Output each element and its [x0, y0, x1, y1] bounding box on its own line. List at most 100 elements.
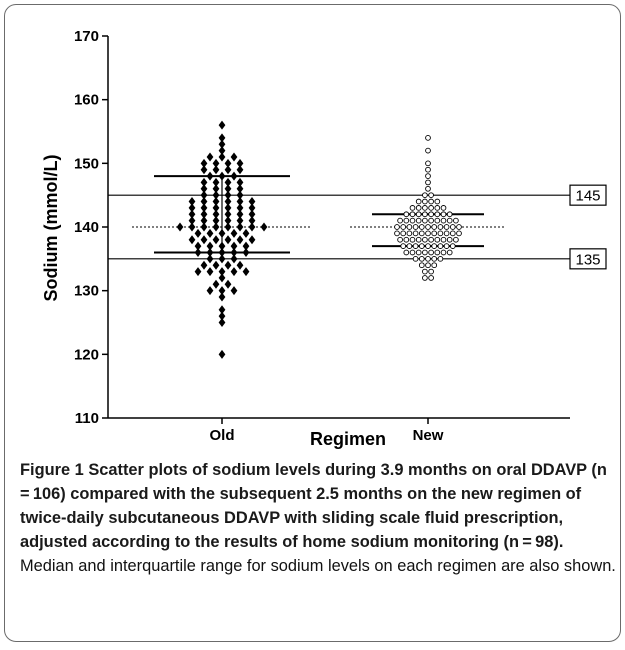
data-point-new: [437, 230, 444, 237]
data-point-old: [224, 203, 232, 213]
data-point-new: [449, 230, 456, 237]
data-point-old: [212, 177, 220, 187]
data-point-new: [394, 224, 400, 230]
data-point-new: [412, 230, 419, 237]
data-point-new: [437, 255, 444, 262]
data-point-new: [446, 236, 453, 243]
data-point-old: [194, 267, 202, 277]
data-point-old: [212, 203, 220, 213]
data-point-new: [409, 249, 416, 256]
data-point-old: [218, 139, 226, 149]
data-point-old: [218, 254, 226, 264]
data-point-old: [236, 209, 244, 219]
data-point-old: [212, 260, 220, 270]
data-point-old: [200, 158, 208, 168]
data-point-old: [218, 305, 226, 315]
data-point-new: [428, 236, 434, 243]
reference-label-box: [569, 248, 607, 270]
data-point-old: [176, 222, 184, 232]
data-point-old: [236, 235, 244, 245]
data-point-new: [449, 224, 456, 230]
data-point-old: [230, 267, 238, 277]
data-point-new: [415, 205, 422, 211]
data-point-old: [248, 197, 256, 207]
data-point-old: [230, 286, 238, 296]
y-tick-label: 130: [74, 283, 99, 300]
data-point-new: [446, 249, 453, 256]
y-axis-title: Sodium (mmol/L): [41, 155, 61, 302]
y-tick-label: 150: [74, 155, 99, 172]
data-point-old: [242, 241, 250, 251]
data-point-old: [200, 184, 208, 194]
data-point-new: [422, 211, 428, 218]
data-point-old: [212, 235, 220, 245]
data-point-old: [236, 203, 244, 213]
data-point-new: [418, 230, 425, 237]
data-point-new: [443, 224, 450, 230]
data-point-new: [428, 192, 434, 199]
data-point-new: [422, 205, 428, 211]
data-point-old: [206, 254, 214, 264]
data-point-new: [428, 275, 434, 281]
data-point-old: [224, 235, 232, 245]
data-point-old: [218, 120, 226, 130]
data-point-old: [230, 152, 238, 162]
data-point-new: [425, 262, 431, 269]
data-point-new: [394, 230, 400, 237]
data-point-new: [440, 236, 447, 243]
data-point-old: [212, 209, 220, 219]
data-point-old: [218, 146, 226, 156]
data-point-new: [403, 249, 410, 256]
data-point-old: [242, 267, 250, 277]
data-point-new: [453, 217, 459, 224]
data-point-old: [236, 165, 244, 175]
data-point-new: [428, 249, 434, 256]
data-point-old: [236, 190, 244, 200]
data-point-new: [425, 230, 431, 237]
data-point-new: [412, 255, 419, 262]
data-point-old: [248, 203, 256, 213]
data-point-new: [409, 205, 416, 211]
y-tick-label: 120: [74, 346, 99, 363]
data-point-old: [224, 216, 232, 226]
data-point-new: [415, 236, 422, 243]
data-point-old: [248, 209, 256, 219]
data-point-new: [425, 166, 431, 173]
data-point-old: [212, 190, 220, 200]
data-point-old: [218, 318, 226, 327]
data-point-new: [446, 217, 453, 224]
data-point-old: [212, 279, 220, 289]
data-point-new: [443, 243, 450, 249]
data-point-new: [425, 147, 431, 154]
data-point-old: [200, 177, 208, 187]
data-point-new: [456, 230, 462, 237]
data-point-old: [236, 260, 244, 270]
data-point-new: [418, 255, 425, 262]
data-point-new: [412, 224, 419, 230]
data-point-new: [428, 268, 434, 275]
data-point-new: [409, 217, 416, 224]
data-point-new: [406, 243, 413, 249]
data-point-new: [422, 192, 428, 199]
data-point-new: [425, 255, 431, 262]
data-point-new: [443, 230, 450, 237]
data-point-old: [230, 247, 238, 257]
sodium-scatter-chart: Sodium (mmol/L) Regimen 110 120 130 140 150 1…: [41, 28, 607, 449]
data-point-new: [428, 217, 434, 224]
data-point-old: [236, 184, 244, 194]
data-point-new: [422, 268, 428, 275]
data-point-new: [434, 217, 441, 224]
data-point-old: [236, 197, 244, 207]
x-tick-label: New: [413, 427, 444, 444]
figure-caption: Figure 1 Scatter plots of sodium levels …: [20, 458, 616, 578]
data-point-old: [242, 247, 250, 257]
y-tick-label: 110: [75, 410, 99, 427]
data-point-old: [206, 228, 214, 238]
figure-label: Figure 1: [20, 461, 84, 479]
data-point-new: [431, 262, 438, 269]
data-point-old: [206, 171, 214, 181]
data-point-old: [200, 197, 208, 207]
data-point-old: [200, 165, 208, 175]
data-point-old: [200, 235, 208, 245]
data-point-new: [415, 249, 422, 256]
